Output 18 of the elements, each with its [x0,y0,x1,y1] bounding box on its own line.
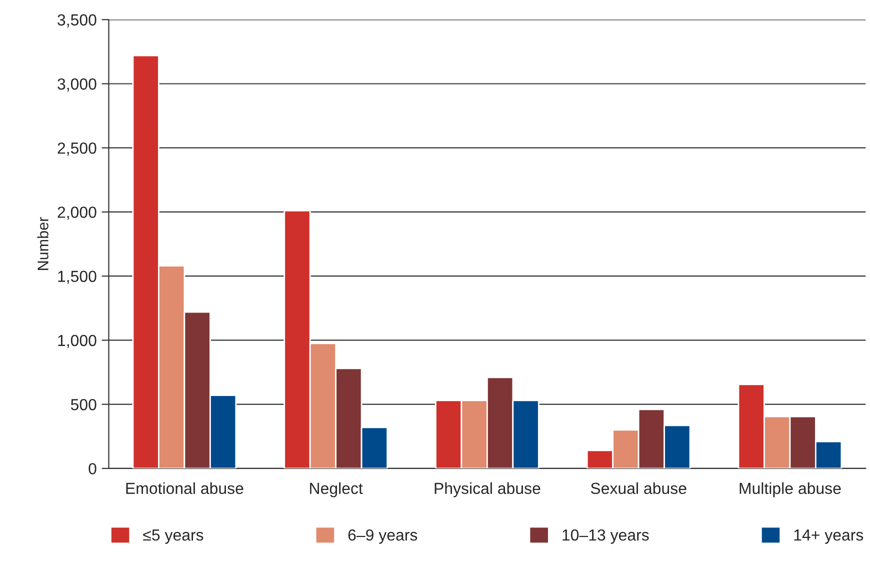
y-tick-label: 2,500 [58,142,96,156]
legend-label: 6–9 years [348,529,418,544]
x-tick-label: Emotional abuse [126,482,244,494]
y-tick-label: 2,000 [58,206,96,220]
x-tick-label: Neglect [310,482,363,498]
y-tick-label: 3,500 [58,14,96,28]
legend-label: 10–13 years [562,529,649,544]
y-tick-label: 1,500 [58,270,96,284]
x-tick-label: Multiple abuse [740,482,841,498]
y-tick-label: 1,000 [58,334,96,348]
y-tick-label: 500 [70,398,96,410]
x-tick-label: Sexual abuse [590,482,686,494]
x-tick-label: Physical abuse [434,482,540,498]
y-tick-label: 3,000 [58,78,96,92]
legend-label: ≤5 years [143,530,204,544]
legend-label: 14+ years [794,530,864,544]
y-axis-title: Number [37,217,48,270]
y-tick-label: 0 [88,463,96,474]
